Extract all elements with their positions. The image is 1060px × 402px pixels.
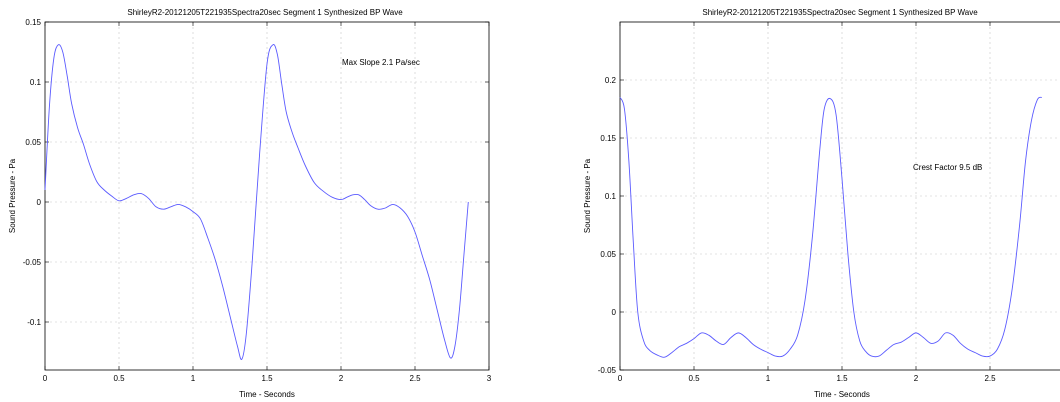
series-line [44, 44, 469, 360]
x-axis-label: Time - Seconds [239, 390, 295, 399]
y-axis-label: Sound Pressure - Pa [8, 158, 17, 233]
y-tick-label: 0.15 [25, 18, 41, 27]
x-axis-label: Time - Seconds [814, 390, 870, 399]
x-tick-label: 1.5 [836, 374, 848, 383]
x-tick-label: 0 [618, 374, 623, 383]
x-tick-label: 0 [43, 374, 48, 383]
x-tick-label: 2 [914, 374, 919, 383]
x-tick-label: 0.5 [688, 374, 700, 383]
x-tick-label: 3 [487, 374, 492, 383]
y-tick-label: 0.1 [605, 192, 617, 201]
y-tick-label: 0.1 [30, 78, 42, 87]
series-line [619, 96, 1043, 358]
y-axis-label: Sound Pressure - Pa [583, 158, 592, 233]
x-tick-label: 0.5 [113, 374, 125, 383]
y-tick-label: -0.1 [27, 318, 41, 327]
y-tick-label: 0.05 [25, 138, 41, 147]
x-tick-label: 2.5 [984, 374, 996, 383]
chart-title: ShirleyR2-20121205T221935Spectra20sec Se… [702, 8, 978, 17]
y-tick-label: 0.15 [600, 134, 616, 143]
chart-2: 00.511.522.53-0.0500.050.10.150.2Shirley… [583, 8, 1060, 399]
y-tick-label: -0.05 [23, 258, 42, 267]
y-tick-label: -0.05 [598, 366, 617, 375]
annotation-text: Max Slope 2.1 Pa/sec [342, 58, 420, 67]
y-tick-label: 0.2 [605, 76, 617, 85]
chart-title: ShirleyR2-20121205T221935Spectra20sec Se… [127, 8, 403, 17]
annotation-text: Crest Factor 9.5 dB [913, 163, 982, 172]
chart-1: 0 0.5 1 1.5 2 2.5 3 -0.1 -0.05 0 0.05 0.1 0.15 Shirle… [8, 8, 492, 399]
x-tick-label: 1.5 [261, 374, 273, 383]
y-tick-label: 0 [37, 198, 42, 207]
x-tick-label: 2.5 [409, 374, 421, 383]
y-tick-label: 0.05 [600, 250, 616, 259]
x-tick-label: 1 [191, 374, 196, 383]
x-tick-label: 1 [766, 374, 771, 383]
x-tick-label: 2 [339, 374, 344, 383]
y-tick-label: 0 [612, 308, 617, 317]
